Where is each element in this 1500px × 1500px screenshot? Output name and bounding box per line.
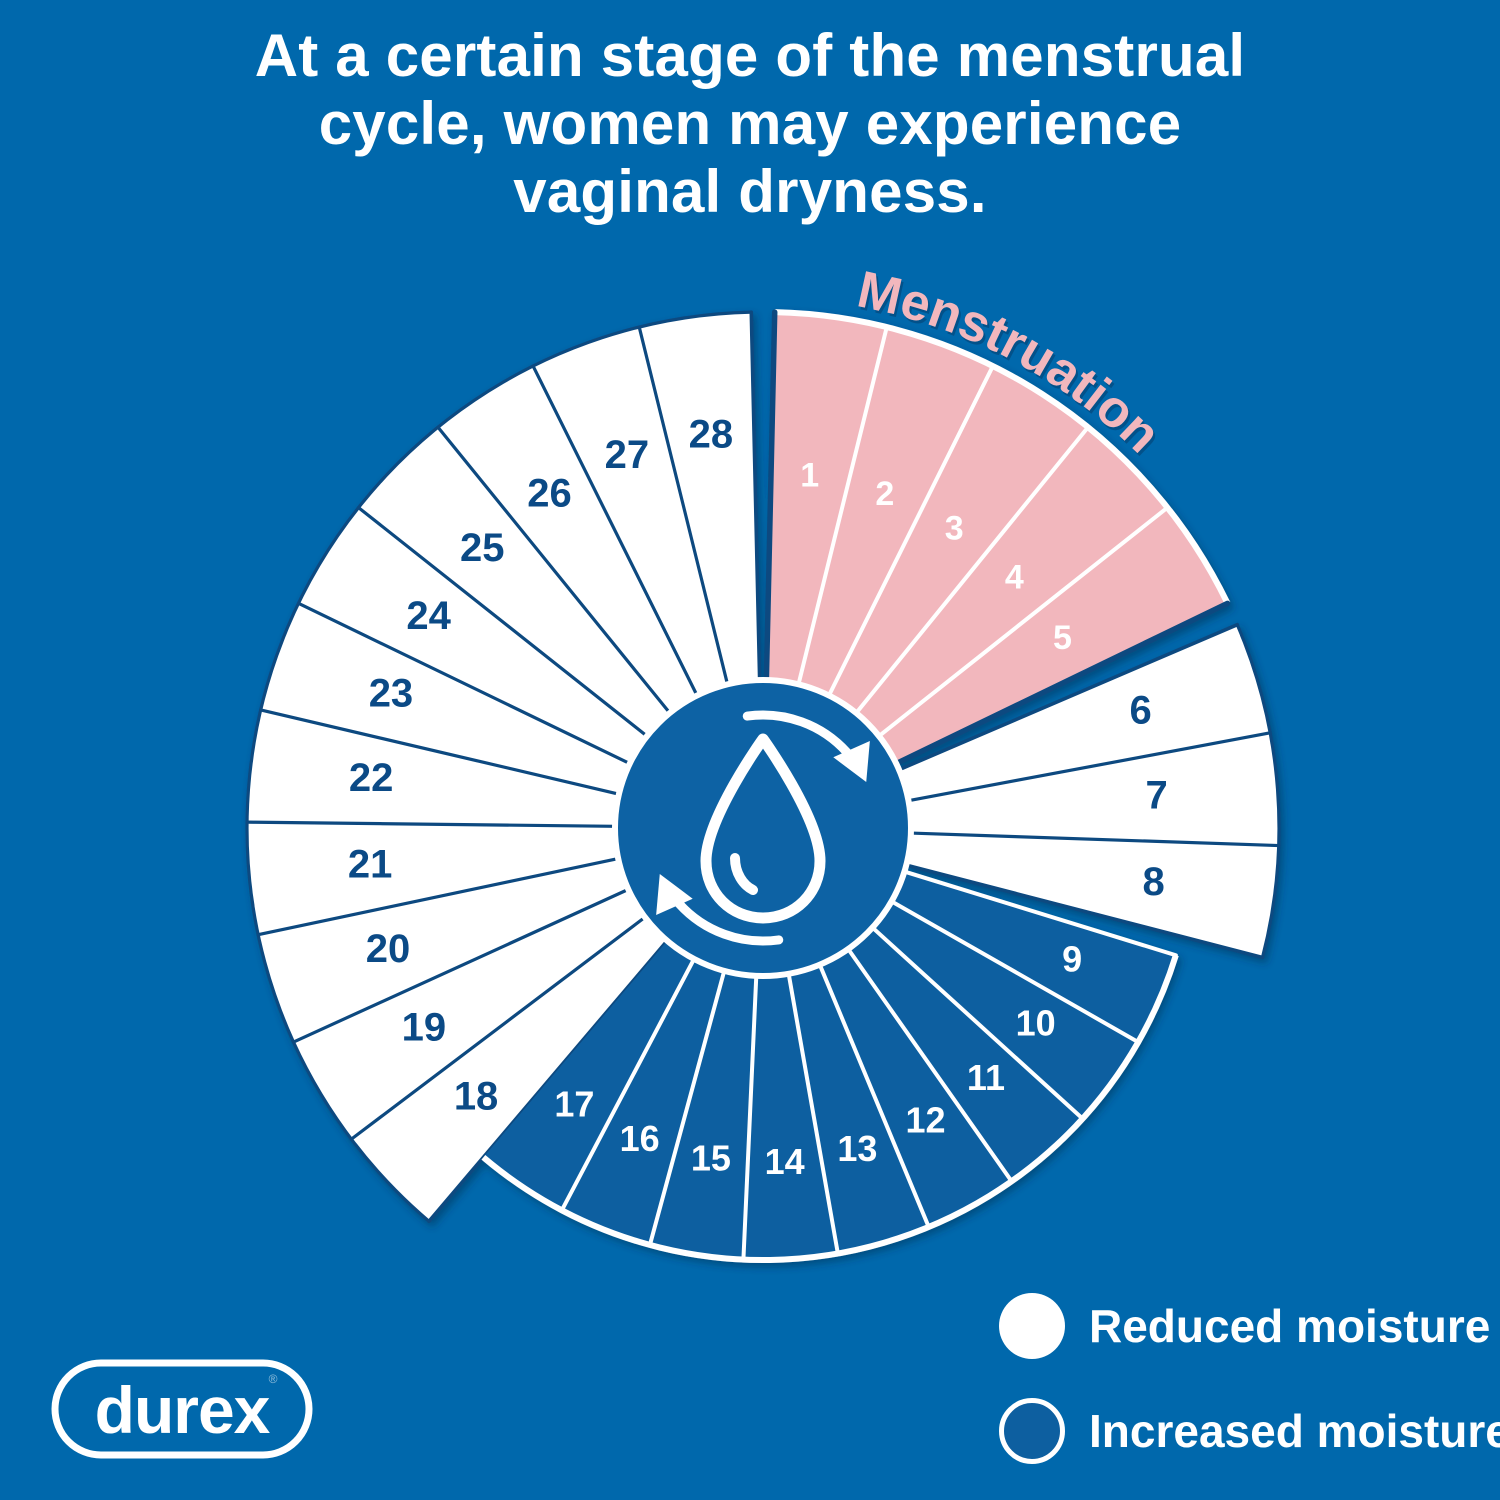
svg-text:27: 27 xyxy=(605,433,650,477)
svg-text:2: 2 xyxy=(875,475,894,513)
svg-text:9: 9 xyxy=(1062,938,1082,979)
svg-text:7: 7 xyxy=(1145,774,1167,818)
svg-text:6: 6 xyxy=(1130,689,1152,733)
svg-text:durex: durex xyxy=(95,1373,271,1447)
svg-text:®: ® xyxy=(269,1372,278,1386)
svg-text:11: 11 xyxy=(967,1057,1005,1098)
svg-text:16: 16 xyxy=(620,1118,660,1159)
svg-text:19: 19 xyxy=(402,1006,447,1050)
svg-text:15: 15 xyxy=(691,1137,731,1178)
svg-text:8: 8 xyxy=(1143,860,1165,904)
svg-text:14: 14 xyxy=(765,1141,805,1182)
svg-text:25: 25 xyxy=(460,526,505,570)
svg-text:21: 21 xyxy=(348,842,393,886)
svg-text:3: 3 xyxy=(945,510,964,548)
svg-text:20: 20 xyxy=(366,927,411,971)
svg-text:5: 5 xyxy=(1053,619,1072,657)
svg-text:28: 28 xyxy=(689,412,734,456)
svg-text:4: 4 xyxy=(1005,558,1024,596)
svg-text:1: 1 xyxy=(800,457,819,495)
svg-text:26: 26 xyxy=(527,472,572,516)
svg-text:24: 24 xyxy=(406,594,451,638)
svg-text:18: 18 xyxy=(454,1075,499,1119)
svg-text:12: 12 xyxy=(906,1100,946,1141)
svg-text:10: 10 xyxy=(1016,1003,1056,1044)
svg-text:13: 13 xyxy=(837,1128,877,1169)
svg-text:17: 17 xyxy=(554,1084,594,1125)
svg-text:22: 22 xyxy=(349,756,394,800)
svg-text:23: 23 xyxy=(369,672,414,716)
